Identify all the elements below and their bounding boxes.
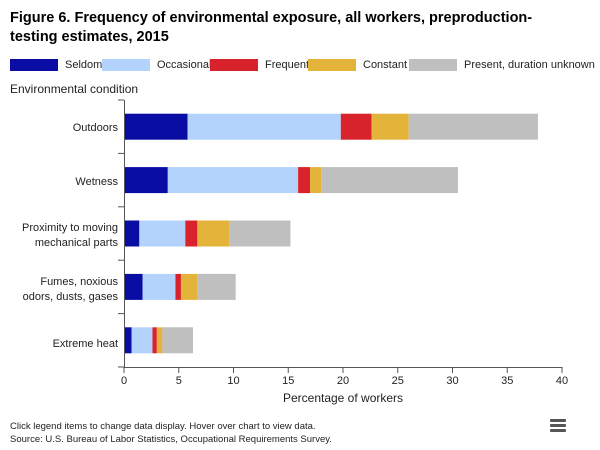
x-tick-label: 10 bbox=[227, 375, 239, 387]
bar-segment-seldom-2[interactable]: Wetness — Seldom: 4% bbox=[124, 167, 168, 194]
hamburger-icon[interactable] bbox=[548, 417, 568, 433]
chart-legend: Seldom Occasional Frequent Constant Pres… bbox=[10, 57, 595, 73]
x-tick-label: 15 bbox=[282, 375, 294, 387]
category-label-wetness: Wetness bbox=[5, 175, 118, 190]
legend-swatch-present-duration-unknown bbox=[409, 59, 457, 71]
bar-segment-frequent-2[interactable]: Wetness — Frequent: 1.1% bbox=[298, 167, 311, 194]
legend-label-constant: Constant bbox=[363, 59, 408, 71]
bar-segment-present-duration-unknown-2[interactable]: Wetness — Present, duration unknown: 12.… bbox=[321, 167, 458, 194]
category-label-wetness-line-1: Wetness bbox=[75, 176, 118, 188]
bar-segment-frequent-3[interactable]: Proximity to moving mechanical parts — F… bbox=[185, 220, 198, 247]
chart-title: Figure 6. Frequency of environmental exp… bbox=[10, 9, 570, 47]
bar-segment-present-duration-unknown-3[interactable]: Proximity to moving mechanical parts — P… bbox=[229, 220, 291, 247]
bar-segment-constant-1[interactable]: Outdoors — Constant: 3.4% bbox=[371, 113, 409, 140]
category-label-extreme-heat-line-1: Extreme heat bbox=[52, 338, 118, 350]
bar-segment-constant-5[interactable]: Extreme heat — Constant: 0.5% bbox=[156, 327, 163, 354]
bar-segment-present-duration-unknown-4[interactable]: Fumes, noxious odors, dusts, gases — Pre… bbox=[197, 273, 236, 300]
bar-segment-present-duration-unknown-5[interactable]: Extreme heat — Present, duration unknown… bbox=[162, 327, 193, 354]
bar-segment-seldom-5[interactable]: Extreme heat — Seldom: 0.7% bbox=[124, 327, 132, 354]
bar-segment-occasional-5[interactable]: Extreme heat — Occasional: 1.9% bbox=[131, 327, 153, 354]
bar-segment-seldom-1[interactable]: Outdoors — Seldom: 5.8% bbox=[124, 113, 188, 140]
legend-label-frequent: Frequent bbox=[265, 59, 310, 71]
bar-segment-occasional-2[interactable]: Wetness — Occasional: 11.9% bbox=[167, 167, 299, 194]
category-label-proximity-line-1: Proximity to moving bbox=[22, 222, 118, 234]
category-label-fumes: Fumes, noxious odors, dusts, gases bbox=[5, 275, 118, 305]
bar-segment-constant-2[interactable]: Wetness — Constant: 1% bbox=[310, 167, 322, 194]
legend-item-frequent[interactable]: Frequent bbox=[210, 57, 309, 73]
hamburger-bar-bottom bbox=[550, 429, 566, 432]
bar-segment-frequent-1[interactable]: Outdoors — Frequent: 2.8% bbox=[340, 113, 372, 140]
bar-segment-frequent-4[interactable]: Fumes, noxious odors, dusts, gases — Fre… bbox=[175, 273, 181, 300]
x-tick-label: 40 bbox=[556, 375, 568, 387]
bar-segment-occasional-4[interactable]: Fumes, noxious odors, dusts, gases — Occ… bbox=[142, 273, 176, 300]
chart-title-line-1: Figure 6. Frequency of environmental exp… bbox=[10, 10, 533, 26]
bar-segment-occasional-3[interactable]: Proximity to moving mechanical parts — O… bbox=[139, 220, 186, 247]
y-axis-title: Environmental condition bbox=[10, 82, 139, 96]
legend-label-seldom: Seldom bbox=[65, 59, 103, 71]
hamburger-bar-middle bbox=[550, 424, 566, 427]
bar-segment-seldom-4[interactable]: Fumes, noxious odors, dusts, gases — Sel… bbox=[124, 273, 143, 300]
footer-source: Source: U.S. Bureau of Labor Statistics,… bbox=[10, 434, 332, 445]
footer-instructions: Click legend items to change data displa… bbox=[10, 421, 316, 432]
bar-segment-constant-4[interactable]: Fumes, noxious odors, dusts, gases — Con… bbox=[180, 273, 198, 300]
legend-item-constant[interactable]: Constant bbox=[308, 57, 407, 73]
x-tick-label: 5 bbox=[176, 375, 182, 387]
x-tick-label: 20 bbox=[337, 375, 349, 387]
category-label-outdoors: Outdoors bbox=[5, 121, 118, 136]
category-label-outdoors-line-1: Outdoors bbox=[72, 122, 118, 134]
bar-segment-occasional-1[interactable]: Outdoors — Occasional: 14% bbox=[187, 113, 341, 140]
x-tick-label: 35 bbox=[501, 375, 513, 387]
category-label-fumes-line-2: odors, dusts, gases bbox=[22, 291, 118, 303]
legend-swatch-frequent bbox=[210, 59, 258, 71]
category-label-extreme-heat: Extreme heat bbox=[5, 337, 118, 352]
legend-item-seldom[interactable]: Seldom bbox=[10, 57, 102, 73]
chart-footer: Click legend items to change data displa… bbox=[10, 420, 332, 446]
legend-item-present-duration-unknown[interactable]: Present, duration unknown bbox=[409, 57, 595, 73]
bar-segment-seldom-3[interactable]: Proximity to moving mechanical parts — S… bbox=[124, 220, 140, 247]
legend-label-occasional: Occasional bbox=[157, 59, 212, 71]
legend-swatch-seldom bbox=[10, 59, 58, 71]
category-label-fumes-line-1: Fumes, noxious bbox=[40, 276, 118, 288]
category-label-proximity: Proximity to moving mechanical parts bbox=[5, 221, 118, 251]
x-tick-label: 30 bbox=[446, 375, 458, 387]
legend-label-present-duration-unknown: Present, duration unknown bbox=[464, 59, 595, 71]
legend-item-occasional[interactable]: Occasional bbox=[102, 57, 211, 73]
category-label-proximity-line-2: mechanical parts bbox=[34, 237, 118, 249]
x-axis-title: Percentage of workers bbox=[282, 391, 404, 405]
legend-swatch-occasional bbox=[102, 59, 150, 71]
bar-segment-frequent-5[interactable]: Extreme heat — Frequent: 0.4% bbox=[152, 327, 157, 354]
x-tick-label: 25 bbox=[392, 375, 404, 387]
x-tick-label: 0 bbox=[121, 375, 127, 387]
hamburger-bar-top bbox=[550, 419, 566, 422]
chart-title-line-2: testing estimates, 2015 bbox=[10, 29, 169, 45]
legend-swatch-constant bbox=[308, 59, 356, 71]
bar-segment-constant-3[interactable]: Proximity to moving mechanical parts — C… bbox=[197, 220, 230, 247]
bar-segment-present-duration-unknown-1[interactable]: Outdoors — Present, duration unknown: 11… bbox=[408, 113, 538, 140]
